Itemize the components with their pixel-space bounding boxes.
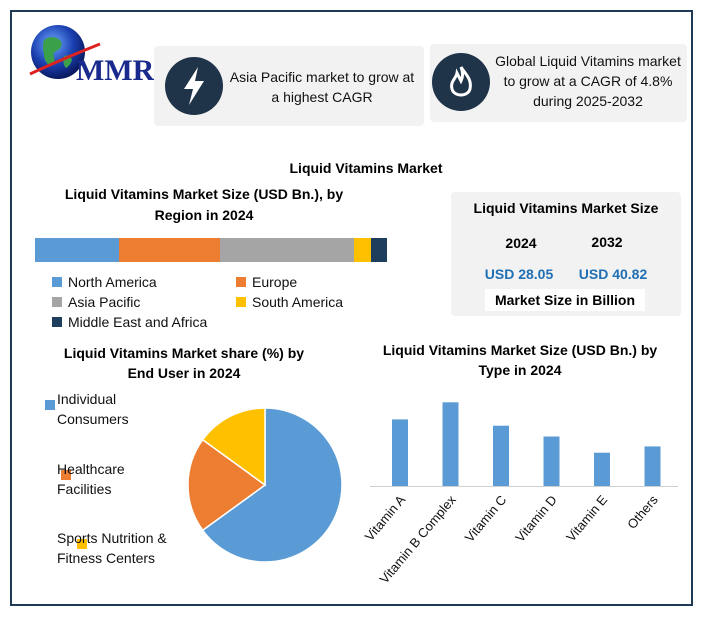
highlight-text-asia: Asia Pacific market to grow at a highest… [229, 69, 415, 105]
pie-chart-title: Liquid Vitamins Market share (%) by End … [63, 345, 305, 381]
pie-slice-healthcare-facilities [187, 438, 267, 532]
market-size-footer: Market Size in Billion [485, 289, 645, 311]
bar-segment-middle-east-and-africa [371, 238, 387, 262]
mmr-logo [24, 22, 149, 97]
pie-slice-individual-consumers [201, 407, 343, 563]
highlight-text-cagr: Global Liquid Vitamins market to grow at… [495, 53, 681, 109]
lightning-bolt-icon [165, 57, 223, 115]
year-2024: 2024 [505, 235, 537, 251]
pie-slice-sports-nutrition-fitness-centers [201, 407, 266, 487]
year-2032: 2032 [591, 234, 623, 250]
legend-label: North America [68, 274, 157, 290]
legend-swatch [52, 317, 62, 328]
pie-legend-label-healthcare-facilities: Healthcare Facilities [57, 461, 125, 497]
market-size-box: Liquid Vitamins Market Size 2024 2032 US… [451, 192, 681, 316]
legend-swatch [52, 297, 62, 308]
x-tick-label-vitamin-d: Vitamin D [512, 492, 560, 545]
bar-vitamin-e [594, 452, 610, 486]
bar-others [644, 446, 661, 486]
pie-chart [187, 407, 343, 563]
legend-swatch [236, 297, 246, 308]
legend-item-middle-east-and-africa: Middle East and Africa [52, 314, 207, 330]
legend-item-europe: Europe [236, 274, 297, 290]
legend-item-asia-pacific: Asia Pacific [52, 294, 140, 310]
pie-legend: Individual Consumers Healthcare Facilitie… [0, 0, 704, 566]
type-chart-title: Liquid Vitamins Market Size (USD Bn.) by… [382, 342, 658, 378]
market-size-title: Liquid Vitamins Market Size [473, 200, 659, 216]
pie-legend-swatch-sports-nutrition-fitness-centers [77, 538, 87, 549]
legend-swatch [236, 277, 246, 288]
main-title: Liquid Vitamins Market [289, 160, 443, 176]
x-tick-label-vitamin-a: Vitamin A [362, 492, 409, 544]
logo-text: MMR [76, 54, 155, 87]
pie-legend-swatch-healthcare-facilities [61, 469, 71, 480]
pie-legend-label-individual-consumers: Individual Consumers [57, 391, 129, 427]
x-tick-label-others: Others [624, 492, 661, 532]
legend-label: Asia Pacific [68, 294, 141, 310]
region-chart-title: Liquid Vitamins Market Size (USD Bn.), b… [64, 186, 344, 223]
legend-item-south-america: South America [236, 294, 343, 310]
legend-label: Middle East and Africa [68, 314, 208, 330]
value-2032: USD 40.82 [578, 266, 648, 282]
legend-label: South America [252, 294, 344, 310]
x-tick-label-vitamin-e: Vitamin E [563, 492, 610, 544]
region-stacked-bar [35, 238, 387, 262]
bar-segment-asia-pacific [219, 238, 354, 262]
bar-segment-north-america [35, 238, 120, 262]
pie-legend-label-sports-nutrition-fitness-centers: Sports Nutrition & Fitness Centers [57, 530, 167, 566]
legend-label: Europe [252, 274, 298, 290]
bar-segment-south-america [353, 238, 372, 262]
legend-swatch [52, 277, 62, 288]
bar-vitamin-a [392, 419, 408, 486]
bar-vitamin-c [493, 425, 509, 486]
value-2024: USD 28.05 [484, 266, 554, 282]
highlight-card-asia: Asia Pacific market to grow at a highest… [154, 46, 424, 126]
globe-icon [29, 25, 101, 79]
pie-legend-swatch-individual-consumers [45, 399, 55, 410]
bar-vitamin-d [543, 436, 560, 486]
bar-vitamin-b-complex [442, 402, 459, 486]
flame-icon [432, 53, 490, 111]
bar-segment-europe [119, 238, 220, 262]
x-tick-label-vitamin-c: Vitamin C [462, 492, 510, 545]
legend-item-north-america: North America [52, 274, 157, 290]
highlight-card-cagr: Global Liquid Vitamins market to grow at… [430, 44, 687, 122]
